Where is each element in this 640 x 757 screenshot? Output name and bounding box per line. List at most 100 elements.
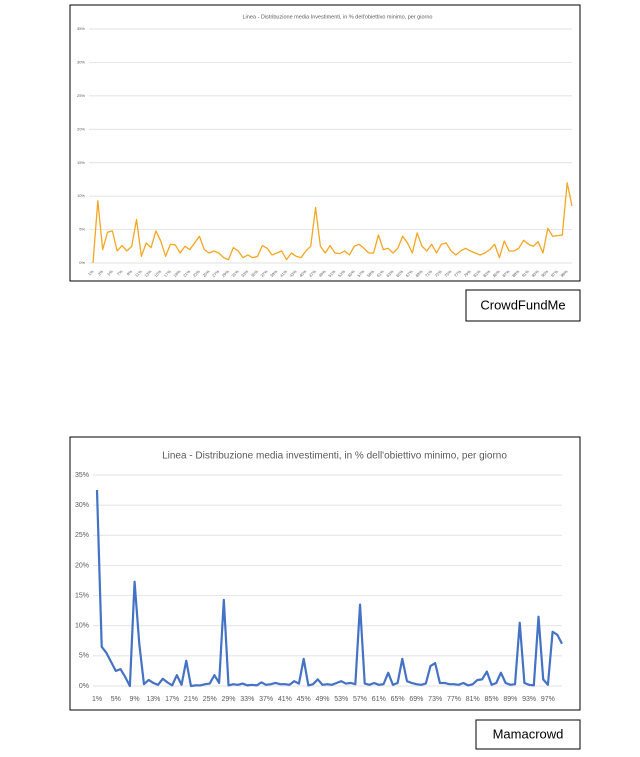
x-tick-label: 65%: [395, 269, 405, 279]
x-tick-label: 39%: [269, 269, 279, 279]
x-tick-label: 1%: [87, 269, 95, 277]
y-tick-label: 20%: [75, 562, 89, 569]
x-tick-label: 57%: [353, 696, 367, 703]
x-tick-label: 5%: [106, 269, 114, 277]
caption: Mamacrowd: [493, 726, 564, 741]
chart-title: Linea - Distribuzione media investimenti…: [162, 451, 507, 462]
x-tick-label: 81%: [472, 269, 482, 279]
y-tick-label: 25%: [77, 93, 85, 98]
x-tick-label: 45%: [297, 696, 311, 703]
x-tick-label: 87%: [501, 269, 511, 279]
x-tick-label: 49%: [315, 696, 329, 703]
x-tick-label: 89%: [503, 696, 517, 703]
x-tick-label: 53%: [334, 696, 348, 703]
x-tick-label: 17%: [165, 696, 179, 703]
x-tick-label: 55%: [347, 269, 357, 279]
x-tick-label: 41%: [279, 269, 289, 279]
x-tick-label: 47%: [308, 269, 318, 279]
x-tick-label: 59%: [366, 269, 376, 279]
x-tick-label: 13%: [143, 269, 153, 279]
chart-title: Linea - Distribuzione media Investimenti…: [243, 14, 433, 20]
x-tick-label: 33%: [240, 696, 254, 703]
x-tick-label: 25%: [201, 269, 211, 279]
x-tick-label: 31%: [230, 269, 240, 279]
chart-frame: [69, 436, 581, 711]
x-tick-label: 51%: [327, 269, 337, 279]
x-tick-label: 93%: [522, 696, 536, 703]
x-tick-label: 9%: [130, 696, 140, 703]
x-tick-label: 83%: [482, 269, 492, 279]
x-tick-label: 29%: [221, 269, 231, 279]
data-line: [92, 182, 573, 264]
caption-box: [465, 289, 581, 322]
caption-box: [475, 719, 581, 750]
y-tick-label: 25%: [75, 532, 89, 539]
x-tick-label: 95%: [540, 269, 550, 279]
x-tick-label: 73%: [428, 696, 442, 703]
x-tick-label: 19%: [172, 269, 182, 279]
x-tick-label: 1%: [92, 696, 102, 703]
x-tick-label: 61%: [376, 269, 386, 279]
x-tick-label: 9%: [126, 269, 134, 277]
x-tick-label: 63%: [385, 269, 395, 279]
data-line: [95, 490, 563, 688]
x-tick-label: 49%: [317, 269, 327, 279]
x-tick-label: 21%: [182, 269, 192, 279]
x-tick-label: 15%: [153, 269, 163, 279]
x-tick-label: 77%: [453, 269, 463, 279]
x-tick-label: 85%: [485, 696, 499, 703]
y-tick-label: 10%: [75, 623, 89, 630]
x-tick-label: 97%: [550, 269, 560, 279]
y-tick-label: 15%: [75, 592, 89, 599]
x-tick-label: 69%: [414, 269, 424, 279]
x-tick-label: 11%: [134, 269, 143, 278]
x-tick-label: 89%: [511, 269, 521, 279]
x-tick-label: 37%: [259, 269, 269, 279]
x-tick-label: 45%: [298, 269, 308, 279]
x-tick-label: 93%: [530, 269, 540, 279]
y-tick-label: 0%: [79, 260, 85, 265]
x-tick-label: 67%: [405, 269, 415, 279]
x-tick-label: 3%: [97, 269, 105, 277]
x-tick-label: 77%: [447, 696, 461, 703]
x-tick-label: 75%: [443, 269, 453, 279]
x-tick-label: 97%: [541, 696, 555, 703]
x-tick-label: 99%: [559, 269, 569, 279]
x-tick-label: 35%: [250, 269, 260, 279]
caption: CrowdFundMe: [480, 297, 565, 312]
y-tick-label: 30%: [77, 59, 85, 64]
x-tick-label: 17%: [163, 269, 173, 279]
y-tick-label: 0%: [79, 683, 89, 690]
y-tick-label: 5%: [79, 227, 85, 232]
x-tick-label: 41%: [278, 696, 292, 703]
x-tick-label: 79%: [463, 269, 473, 279]
x-tick-label: 23%: [192, 269, 202, 279]
x-tick-label: 61%: [372, 696, 386, 703]
y-tick-label: 5%: [79, 653, 89, 660]
x-tick-label: 85%: [492, 269, 502, 279]
x-tick-label: 29%: [222, 696, 236, 703]
y-tick-label: 10%: [77, 193, 85, 198]
x-tick-label: 7%: [116, 269, 124, 277]
x-tick-label: 37%: [259, 696, 273, 703]
x-tick-label: 81%: [466, 696, 480, 703]
y-tick-label: 30%: [75, 502, 89, 509]
y-tick-label: 15%: [77, 160, 85, 165]
y-tick-label: 20%: [77, 126, 85, 131]
x-tick-label: 43%: [288, 269, 298, 279]
x-tick-label: 71%: [424, 269, 434, 279]
x-tick-label: 53%: [337, 269, 347, 279]
x-tick-label: 33%: [240, 269, 250, 279]
x-tick-label: 27%: [211, 269, 221, 279]
x-tick-label: 5%: [111, 696, 121, 703]
chart-frame: [69, 4, 581, 282]
x-tick-label: 91%: [521, 269, 531, 279]
y-tick-label: 35%: [75, 472, 89, 479]
x-tick-label: 69%: [409, 696, 423, 703]
x-tick-label: 13%: [146, 696, 160, 703]
x-tick-label: 25%: [203, 696, 217, 703]
y-tick-label: 35%: [77, 26, 85, 31]
x-tick-label: 21%: [184, 696, 198, 703]
